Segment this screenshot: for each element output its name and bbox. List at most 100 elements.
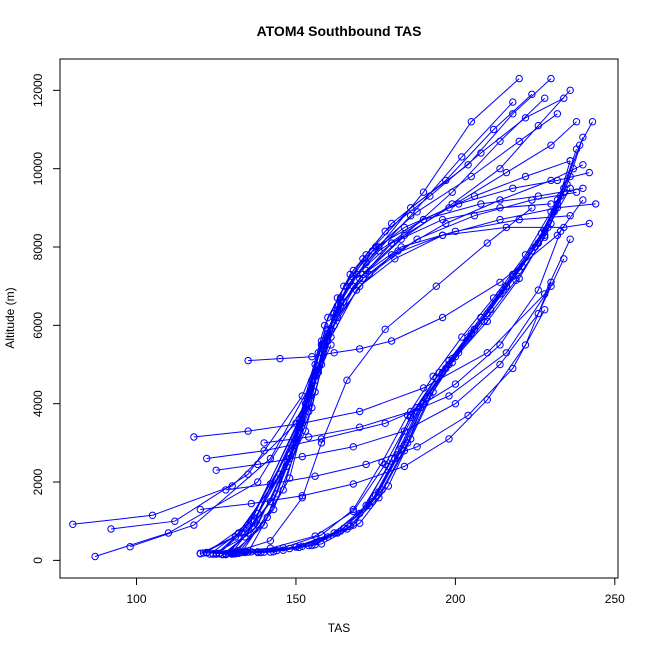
series-line <box>212 101 514 555</box>
plot-area <box>69 74 600 561</box>
data-point <box>483 239 491 247</box>
y-tick-label: 4000 <box>31 390 45 417</box>
data-point <box>467 329 475 337</box>
data-point <box>579 184 587 193</box>
data-point <box>534 192 542 200</box>
series-line <box>203 203 596 554</box>
data-point <box>244 356 252 365</box>
data-point <box>566 212 574 220</box>
series-34 <box>218 157 574 559</box>
data-point <box>356 407 364 416</box>
series-line <box>248 199 584 362</box>
data-point <box>566 157 574 165</box>
data-point <box>381 325 389 333</box>
data-point <box>330 349 338 357</box>
data-point <box>362 460 370 469</box>
data-point <box>218 550 227 559</box>
data-point <box>509 98 517 106</box>
data-point <box>171 517 179 525</box>
data-point <box>400 462 409 471</box>
data-point <box>572 118 581 126</box>
data-point <box>276 354 284 363</box>
data-point <box>301 400 310 408</box>
series-line <box>241 172 590 553</box>
data-point <box>592 200 600 208</box>
data-point <box>244 521 252 529</box>
data-point <box>126 543 134 551</box>
data-point <box>419 384 428 392</box>
data-point <box>276 470 284 478</box>
data-point <box>560 94 568 102</box>
data-point <box>541 306 549 314</box>
data-point <box>269 548 278 556</box>
data-point <box>397 243 405 251</box>
data-point <box>579 196 587 204</box>
data-point <box>458 153 466 161</box>
data-point <box>509 272 517 281</box>
data-point <box>556 227 565 236</box>
data-point <box>502 223 511 232</box>
data-point <box>407 407 415 416</box>
data-point <box>349 507 357 516</box>
series-line <box>247 187 583 553</box>
series-line <box>264 231 562 444</box>
data-point <box>528 90 536 99</box>
data-point <box>477 149 485 157</box>
series-12 <box>238 168 593 557</box>
x-tick-label: 250 <box>605 592 625 606</box>
x-tick-label: 100 <box>127 592 147 606</box>
data-point <box>509 110 517 118</box>
data-point <box>381 419 389 427</box>
series-8 <box>225 110 562 557</box>
data-point <box>588 118 597 126</box>
data-point <box>451 227 460 236</box>
x-axis-label: TAS <box>328 621 350 635</box>
data-point <box>537 229 546 238</box>
data-point <box>327 341 335 349</box>
data-point <box>489 125 498 134</box>
data-point <box>454 200 463 208</box>
data-point <box>330 309 338 318</box>
series-line <box>200 211 555 554</box>
y-tick-label: 10000 <box>31 152 45 186</box>
plot-frame <box>59 58 619 579</box>
data-point <box>365 501 373 510</box>
data-point <box>585 168 593 177</box>
data-point <box>244 427 252 435</box>
series-line <box>206 285 552 459</box>
data-point <box>266 480 275 488</box>
data-point <box>311 372 319 380</box>
series-18 <box>206 219 593 558</box>
series-22 <box>126 313 338 551</box>
series-29 <box>215 145 581 558</box>
data-point <box>496 360 504 369</box>
series-line <box>235 121 593 555</box>
data-point <box>438 368 447 377</box>
data-point <box>541 94 549 102</box>
data-point <box>579 133 587 142</box>
data-point <box>257 548 265 557</box>
data-point <box>496 165 504 173</box>
data-point <box>91 552 99 561</box>
data-point <box>356 423 364 431</box>
data-point <box>305 407 313 416</box>
series-line <box>216 207 533 554</box>
data-point <box>451 380 460 388</box>
series-15 <box>244 184 587 556</box>
series-line <box>200 121 577 555</box>
data-point <box>107 525 115 533</box>
data-point <box>467 118 475 126</box>
data-point <box>301 427 310 435</box>
data-point <box>553 176 562 185</box>
series-line <box>231 203 552 553</box>
data-point <box>349 443 357 451</box>
data-point <box>273 490 281 498</box>
data-point <box>432 282 440 290</box>
series-line <box>200 282 552 510</box>
data-point <box>470 212 479 220</box>
data-point <box>464 411 472 420</box>
data-point <box>521 172 530 181</box>
data-point <box>496 341 504 349</box>
data-point <box>419 188 428 196</box>
data-point <box>531 243 539 251</box>
